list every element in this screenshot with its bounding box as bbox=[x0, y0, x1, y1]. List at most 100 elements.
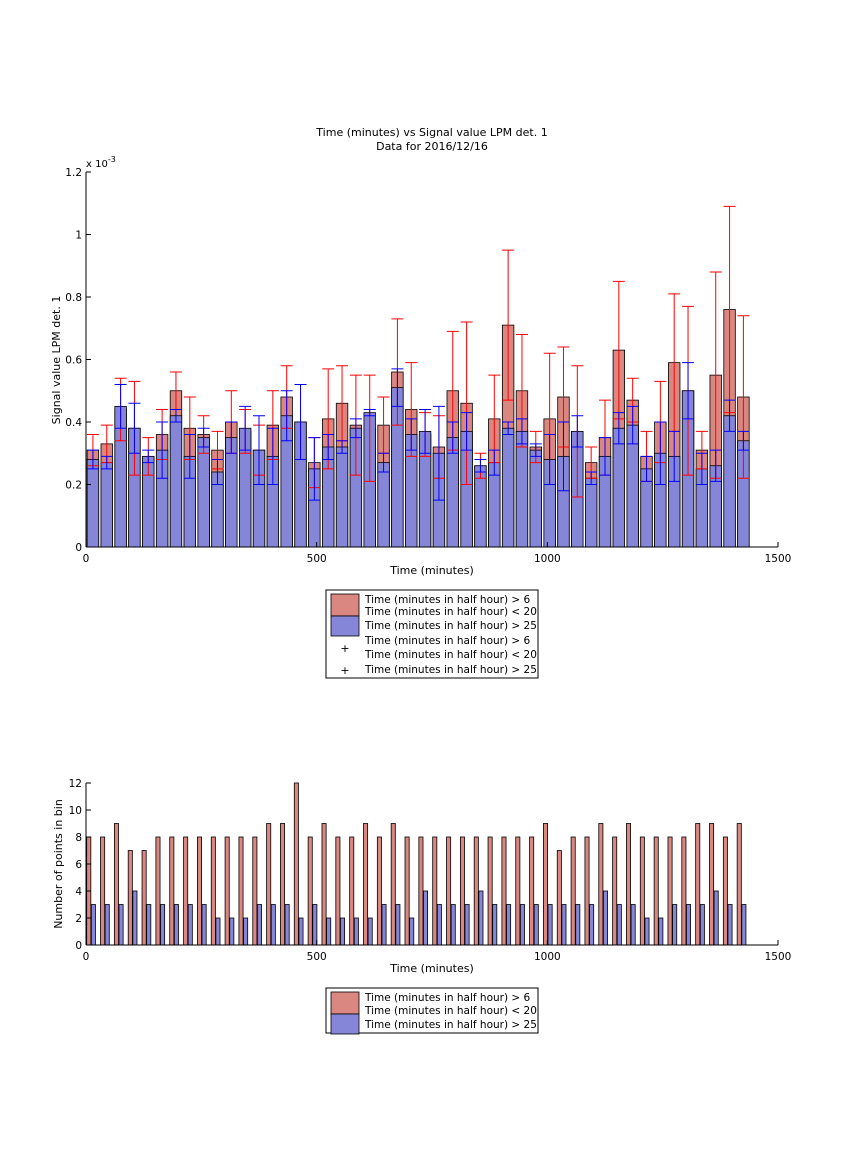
error-bar-blue bbox=[405, 418, 418, 451]
bar-blue bbox=[492, 904, 498, 946]
legend-label: Time (minutes in half hour) > 6 bbox=[364, 635, 531, 647]
bar-red bbox=[169, 836, 175, 946]
bar-red bbox=[100, 836, 106, 946]
bar-blue bbox=[104, 904, 110, 946]
bar-red bbox=[307, 836, 313, 946]
bar-blue bbox=[173, 904, 179, 946]
bar-blue bbox=[326, 917, 332, 946]
error-bar-blue bbox=[654, 421, 667, 485]
error-bar-blue bbox=[294, 384, 307, 460]
x-ticks: 0 500 1000 1500 bbox=[83, 542, 792, 565]
chart-title: Time (minutes) vs Signal value LPM det. … bbox=[315, 126, 547, 139]
bar-blue bbox=[515, 430, 529, 548]
y-multiplier: x 10-3 bbox=[86, 155, 116, 170]
bar-blue bbox=[630, 904, 636, 946]
bar-red bbox=[667, 836, 673, 946]
bar-red bbox=[626, 823, 632, 946]
bar-blue bbox=[423, 890, 429, 946]
bar-blue bbox=[312, 904, 318, 946]
count-bars bbox=[86, 782, 747, 946]
bar-blue bbox=[436, 904, 442, 946]
bar-red bbox=[446, 836, 452, 946]
x-ticks: 0 500 1000 1500 bbox=[83, 940, 791, 963]
x-axis-label: Time (minutes) bbox=[389, 962, 474, 975]
error-bar-blue bbox=[682, 362, 695, 420]
bar-red bbox=[515, 836, 521, 946]
legend-label: Time (minutes in half hour) > 25 bbox=[364, 664, 537, 676]
error-bar-blue bbox=[197, 427, 210, 448]
legend: Time (minutes in half hour) > 6 Time (mi… bbox=[325, 987, 539, 1035]
y-tick-label: 0.8 bbox=[65, 292, 82, 304]
bar-red bbox=[639, 836, 645, 946]
legend-label: Time (minutes in half hour) < 20 bbox=[364, 649, 537, 661]
bar-blue bbox=[478, 890, 484, 946]
bar-blue bbox=[672, 904, 678, 946]
bar-red bbox=[238, 836, 244, 946]
bar-red bbox=[155, 836, 161, 946]
error-bar-blue bbox=[239, 405, 252, 451]
bar-blue bbox=[225, 437, 238, 548]
y-tick-label: 0 bbox=[75, 940, 82, 952]
error-bar-blue bbox=[695, 452, 708, 485]
bar-red bbox=[266, 823, 272, 946]
error-bar-blue bbox=[100, 455, 113, 470]
bar-red bbox=[432, 836, 438, 946]
bar-blue bbox=[589, 904, 595, 946]
legend-label: Time (minutes in half hour) > 25 bbox=[364, 1019, 537, 1031]
error-bar-blue bbox=[571, 415, 584, 448]
bar-red bbox=[210, 836, 216, 946]
error-bar-red bbox=[363, 374, 376, 482]
bar-red bbox=[183, 836, 189, 946]
error-bar-blue bbox=[515, 418, 528, 445]
bar-red bbox=[349, 836, 355, 946]
legend-label: Time (minutes in half hour) > 6 bbox=[364, 992, 531, 1004]
bar-blue bbox=[741, 904, 747, 946]
error-bar-blue bbox=[419, 409, 432, 454]
bar-blue bbox=[395, 904, 401, 946]
bar-red bbox=[404, 836, 410, 946]
bar-blue bbox=[197, 437, 210, 548]
bar-red bbox=[543, 823, 548, 946]
error-bar-blue bbox=[377, 452, 390, 473]
error-bar-red bbox=[460, 321, 473, 485]
legend-patch-red bbox=[330, 991, 360, 1015]
error-bar-red bbox=[737, 315, 750, 479]
error-bar-blue bbox=[128, 402, 141, 454]
error-bar-blue bbox=[640, 455, 653, 482]
bar-blue bbox=[270, 904, 276, 946]
error-bar-blue bbox=[183, 434, 196, 479]
bar-red bbox=[529, 836, 535, 946]
legend-label: Time (minutes in half hour) < 20 bbox=[364, 1005, 537, 1017]
bar-red bbox=[584, 836, 590, 946]
x-tick-label: 1500 bbox=[765, 553, 792, 565]
bar-red bbox=[376, 836, 382, 946]
bar-blue bbox=[298, 917, 304, 946]
legend-label: Time (minutes in half hour) < 20 bbox=[364, 606, 537, 618]
error-bar-blue bbox=[363, 409, 376, 417]
x-tick-label: 500 bbox=[307, 951, 327, 963]
signal-chart: Time (minutes) vs Signal value LPM det. … bbox=[50, 126, 792, 679]
error-bar-blue bbox=[211, 459, 224, 485]
bar-blue bbox=[409, 917, 415, 946]
bar-red bbox=[127, 850, 133, 946]
bar-blue bbox=[547, 904, 553, 946]
bar-blue bbox=[146, 904, 152, 946]
bar-red bbox=[293, 782, 299, 946]
error-bar-blue bbox=[502, 421, 515, 435]
error-bar-blue bbox=[266, 427, 279, 485]
legend-patch-red bbox=[330, 593, 360, 617]
bar-red bbox=[570, 836, 576, 946]
error-bar-red bbox=[502, 249, 515, 401]
signal-bars bbox=[86, 309, 750, 548]
bar-blue bbox=[529, 449, 542, 548]
y-tick-label: 0.4 bbox=[65, 417, 82, 429]
error-bar-blue bbox=[349, 418, 362, 439]
bar-red bbox=[197, 836, 202, 946]
y-tick-label: 0.2 bbox=[65, 480, 82, 492]
legend-marker-red: + bbox=[340, 642, 349, 655]
bar-red bbox=[459, 836, 465, 946]
bar-blue bbox=[132, 890, 138, 946]
y-tick-label: 4 bbox=[75, 886, 82, 898]
legend: + + Time (minutes in half hour) > 6 Time… bbox=[325, 589, 539, 679]
bar-blue bbox=[501, 427, 515, 548]
